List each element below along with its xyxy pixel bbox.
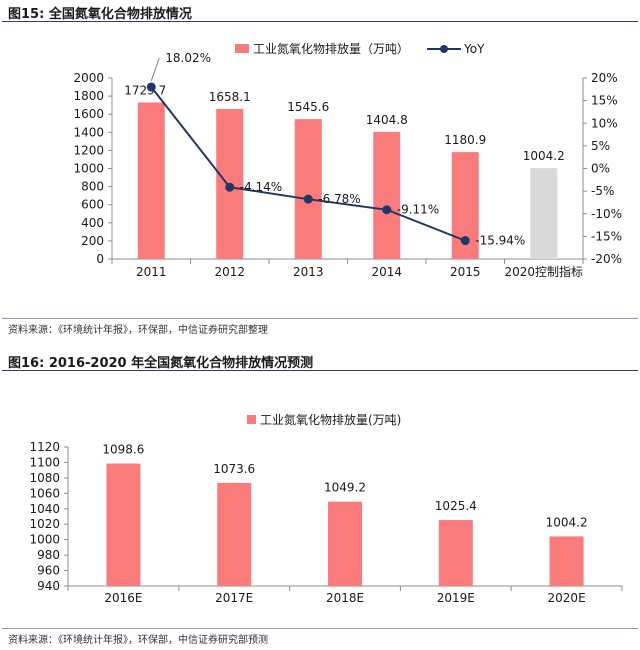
- yoy-point: [303, 194, 313, 204]
- bar-value-label: 1073.6: [213, 462, 255, 476]
- legend-label-emissions: 工业氮氧化物排放量（万吨）: [253, 41, 409, 56]
- x-tick-label: 2020E: [548, 591, 586, 605]
- y2-tick-label: 20%: [591, 71, 618, 85]
- bar-value-label: 1545.6: [287, 100, 329, 114]
- yoy-point: [225, 182, 235, 192]
- yoy-value-label: 18.02%: [165, 51, 211, 65]
- figure15-source: 资料来源：《环境统计年报》，环保部，中信证券研究部整理: [8, 325, 268, 336]
- y2-tick-label: 10%: [591, 116, 618, 130]
- y2-tick-label: -10%: [591, 207, 622, 221]
- legend-marker-yoy: [440, 45, 448, 53]
- bar-value-label: 1658.1: [209, 90, 251, 104]
- y2-tick-label: 0%: [591, 162, 610, 176]
- y-tick-label: 940: [37, 579, 60, 593]
- yoy-value-label: -15.94%: [475, 234, 525, 248]
- figure15-source-rule: [2, 318, 638, 319]
- y2-tick-label: 5%: [591, 139, 610, 153]
- x-tick-label: 2019E: [437, 591, 475, 605]
- y2-tick-label: -5%: [591, 184, 614, 198]
- bar-value-label: 1049.2: [324, 481, 366, 495]
- bar-emissions: [294, 119, 322, 259]
- x-tick-label: 2014: [371, 265, 402, 279]
- y-tick-label: 960: [37, 564, 60, 578]
- y-tick-label: 400: [81, 216, 104, 230]
- legend-label-yoy: YoY: [463, 42, 485, 56]
- bar-emissions-forecast: [106, 463, 141, 586]
- y-tick-label: 1600: [73, 107, 104, 121]
- y-tick-label: 0: [96, 252, 104, 266]
- bar-value-label: 1180.9: [444, 133, 486, 147]
- y-tick-label: 200: [81, 234, 104, 248]
- yoy-point: [382, 205, 392, 215]
- figure16-title-rule: [2, 370, 638, 371]
- figure16-source: 资料来源：《环境统计年报》，环保部，中信证券研究部预测: [8, 635, 268, 646]
- legend-swatch-emissions-forecast: [247, 415, 256, 424]
- yoy-point: [460, 236, 470, 246]
- y-tick-label: 1800: [73, 89, 104, 103]
- bar-emissions: [530, 168, 558, 259]
- y-tick-label: 1100: [29, 455, 60, 469]
- y-tick-label: 1060: [29, 486, 60, 500]
- bar-value-label: 1025.4: [435, 499, 477, 513]
- y2-tick-label: -20%: [591, 252, 622, 266]
- y-tick-label: 1000: [29, 533, 60, 547]
- figure16-source-rule: [2, 628, 638, 629]
- y-tick-label: 1040: [29, 502, 60, 516]
- bar-emissions-forecast: [217, 482, 252, 586]
- figure15-title: 图15: 全国氮氧化合物排放情况: [8, 7, 192, 22]
- y-tick-label: 1120: [29, 440, 60, 454]
- x-tick-label: 2017E: [215, 591, 253, 605]
- yoy-value-label: -9.11%: [397, 203, 439, 217]
- bar-emissions-forecast: [438, 520, 473, 586]
- y2-tick-label: 15%: [591, 94, 618, 108]
- y2-tick-label: -15%: [591, 229, 622, 243]
- bar-emissions-forecast: [549, 536, 584, 586]
- x-tick-label: 2020控制指标: [504, 264, 583, 279]
- bar-value-label: 1004.2: [546, 515, 588, 529]
- y-tick-label: 600: [81, 198, 104, 212]
- figure15-chart: 工业氮氧化物排放量（万吨） YoY 0 200 400 600 800 1000 1200 140…: [73, 41, 622, 279]
- x-tick-label: 2016E: [104, 591, 142, 605]
- legend-swatch-emissions: [235, 44, 249, 53]
- yoy-label-leader: [150, 57, 160, 82]
- yoy-value-label: -6.78%: [318, 192, 360, 206]
- x-tick-label: 2015: [450, 265, 481, 279]
- y-tick-label: 800: [81, 180, 104, 194]
- bar-value-label: 1098.6: [102, 443, 144, 457]
- legend-label-emissions-forecast: 工业氮氧化物排放量(万吨): [260, 412, 401, 427]
- figure16-title: 图16: 2016-2020 年全国氮氧化合物排放情况预测: [8, 356, 314, 371]
- bar-emissions-forecast: [328, 501, 362, 586]
- yoy-value-label: -4.14%: [240, 180, 282, 194]
- bar-value-label: 1404.8: [366, 113, 408, 127]
- y-tick-label: 980: [37, 548, 60, 562]
- y-tick-label: 1080: [29, 471, 60, 485]
- y-tick-label: 1400: [73, 125, 104, 139]
- y-tick-label: 1000: [73, 162, 104, 176]
- x-tick-label: 2018E: [326, 591, 364, 605]
- y-tick-label: 1200: [73, 143, 104, 157]
- bar-emissions: [373, 131, 401, 259]
- x-tick-label: 2011: [136, 265, 167, 279]
- x-tick-label: 2013: [293, 265, 324, 279]
- bar-value-label: 1004.2: [523, 149, 565, 163]
- y-tick-label: 1020: [29, 517, 60, 531]
- x-tick-label: 2012: [214, 265, 245, 279]
- y-tick-label: 2000: [73, 71, 104, 85]
- yoy-point: [146, 82, 156, 92]
- bar-emissions: [137, 102, 165, 259]
- figure15-title-rule: [2, 21, 638, 22]
